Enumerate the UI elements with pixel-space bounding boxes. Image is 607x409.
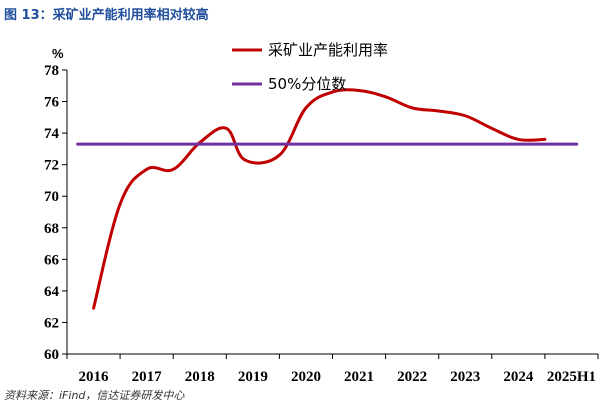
y-tick-label: 70 [44,189,59,205]
y-tick-label: 74 [44,126,60,142]
axes [62,69,599,359]
legend-label: 50%分位数 [268,75,346,93]
x-tick-label: 2018 [185,369,215,385]
x-tick-label: 2016 [79,369,110,385]
source-note: 资料来源：iFind，信达证券研发中心 [4,389,185,402]
y-tick-label: 72 [44,158,59,174]
y-tick-label: 78 [44,63,59,79]
y-tick-label: 68 [44,221,59,237]
x-tick-label: 2024 [503,369,534,385]
y-axis-unit: % [52,46,64,61]
y-tick-label: 76 [44,95,60,111]
y-tick-label: 66 [44,252,60,268]
x-tick-label: 2021 [344,369,374,385]
x-tick-label: 2022 [397,369,427,385]
x-tick-label: 2017 [132,369,163,385]
x-tick-label: 2023 [450,369,480,385]
legend: 采矿业产能利用率 50%分位数 [232,41,388,93]
x-tick-label: 2019 [238,369,268,385]
x-tick-label: 2020 [291,369,321,385]
y-tick-label: 62 [44,315,59,331]
x-tick-label: 2025H1 [547,369,596,385]
x-tick-labels: 2016 2017 2018 2019 2020 2021 2022 2023 2024 2025… [79,369,596,385]
figure-title: 图 13：采矿业产能利用率相对较高 [4,8,209,23]
series-line-capacity-utilization [92,88,547,310]
y-tick-label: 64 [44,284,60,300]
series-lines [76,88,579,310]
y-tick-label: 60 [44,347,59,363]
y-tick-labels: 60 62 64 66 68 70 72 74 76 78 [44,63,60,363]
legend-label: 采矿业产能利用率 [268,41,388,59]
